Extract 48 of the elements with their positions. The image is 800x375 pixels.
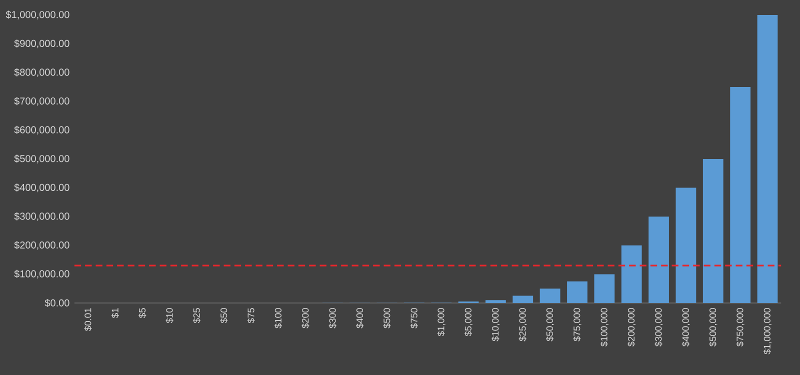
- y-tick-label: $500,000.00: [14, 154, 70, 164]
- x-tick-label: $400: [356, 308, 364, 328]
- x-tick-label: $400,000: [682, 308, 690, 347]
- x-tick-label: $75: [247, 308, 255, 324]
- bar: [486, 300, 506, 303]
- y-tick-label: $800,000.00: [14, 68, 70, 77]
- bar: [757, 15, 778, 303]
- bar: [676, 188, 696, 303]
- y-tick-label: $400,000.00: [14, 183, 70, 192]
- x-tick-label: $50: [220, 308, 228, 324]
- x-tick-label: $300,000: [654, 308, 663, 347]
- x-tick-label: $200: [302, 308, 310, 328]
- bar: [567, 281, 588, 303]
- x-tick-label: $50,000: [546, 308, 554, 342]
- x-tick-label: $5,000: [464, 308, 473, 336]
- x-tick-label: $750: [410, 308, 418, 328]
- x-tick-label: $200,000: [628, 308, 636, 347]
- x-tick-label: $500: [383, 308, 391, 328]
- y-tick-label: $600,000.00: [14, 126, 70, 135]
- bar: [594, 274, 615, 303]
- x-tick-label: $10: [166, 308, 174, 324]
- y-tick-label: $0.00: [44, 298, 70, 308]
- y-tick-label: $1,000,000.00: [6, 10, 70, 20]
- bar: [648, 216, 669, 303]
- bar: [702, 159, 724, 303]
- x-tick-label: $25,000: [518, 308, 527, 342]
- bar: [730, 87, 751, 303]
- x-tick-label: $300: [328, 308, 336, 328]
- bar: [621, 245, 642, 303]
- y-tick-label: $300,000.00: [14, 212, 70, 221]
- x-tick-label: $1,000: [437, 308, 446, 336]
- x-tick-label: $10,000: [492, 308, 500, 342]
- x-tick-label: $1: [111, 308, 119, 318]
- x-tick-label: $0.01: [84, 308, 92, 331]
- y-tick-label: $900,000.00: [14, 39, 70, 48]
- x-tick-label: $100,000: [600, 308, 608, 347]
- x-tick-label: $100: [274, 308, 282, 328]
- bar: [540, 288, 560, 303]
- x-tick-label: $75,000: [573, 308, 582, 342]
- x-tick-label: $1,000,000: [763, 308, 772, 354]
- y-tick-label: $200,000.00: [14, 241, 70, 250]
- y-tick-label: $700,000.00: [14, 97, 70, 106]
- x-tick-label: $500,000: [709, 308, 718, 347]
- bar: [512, 296, 534, 303]
- y-tick-label: $100,000.00: [14, 270, 70, 279]
- x-tick-label: $5: [138, 308, 146, 318]
- x-tick-label: $25: [192, 308, 200, 324]
- x-tick-label: $750,000: [736, 308, 744, 347]
